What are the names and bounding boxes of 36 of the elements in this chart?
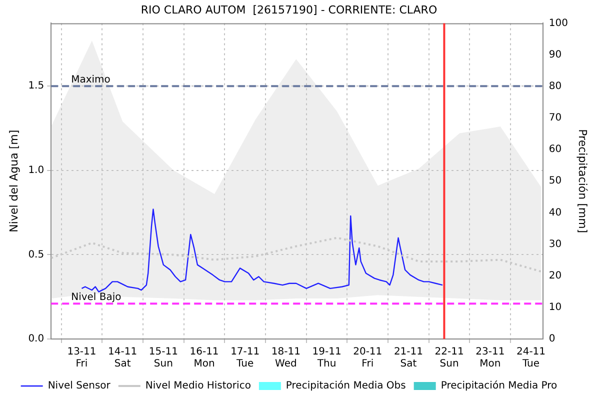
ref-line-label: Maximo (71, 74, 110, 86)
legend-label: Precipitación Media Pro (440, 380, 558, 392)
x-tick-label: 13-11 Fri (67, 346, 96, 370)
legend-label: Nivel Sensor (48, 380, 112, 392)
y2-tick-label: 30 (548, 238, 562, 250)
x-tick-label: 17-11 Tue (230, 346, 260, 370)
legend-label: Nivel Medio Historico (145, 380, 251, 392)
x-tick-label: 14-11 Sat (108, 346, 138, 370)
x-tick-label: 21-11 Sat (394, 346, 424, 370)
x-tick-label: 20-11 Fri (353, 346, 382, 370)
y2-tick-label: 0 (548, 334, 556, 345)
ref-line-label: Nivel Bajo (71, 292, 122, 304)
x-tick-label: 19-11 Thu (312, 346, 342, 370)
x-tick-label: 15-11 Sun (148, 346, 178, 370)
x-tick-label: 18-11 Wed (271, 346, 300, 370)
x-tick-label: 22-11 Sun (434, 346, 464, 370)
y-axis-title: Nivel del Agua [m] (7, 130, 20, 232)
y2-tick-label: 90 (548, 49, 562, 60)
y2-tick-label: 80 (548, 80, 562, 92)
y-tick-label: 1.5 (28, 80, 44, 92)
y-tick-label: 0.0 (28, 334, 44, 345)
y2-tick-label: 70 (548, 112, 562, 124)
chart-title: RIO CLARO AUTOM [26157190] - CORRIENTE: CLARO (140, 3, 438, 16)
y2-tick-label: 10 (548, 302, 562, 314)
x-tick-label: 23-11 Mon (476, 346, 505, 370)
y2-tick-label: 20 (548, 270, 562, 282)
y2-tick-label: 100 (548, 18, 568, 29)
y-tick-label: 0.5 (28, 249, 44, 260)
y2-tick-label: 60 (548, 144, 562, 156)
x-tick-label: 16-11 Mon (190, 346, 219, 370)
x-tick-label: 24-11 Tue (516, 346, 546, 370)
y-tick-label: 1.0 (28, 164, 44, 176)
y2-tick-label: 50 (548, 176, 562, 187)
y2-tick-label: 40 (548, 207, 562, 218)
y2-axis-title: Precipitación [mm] (576, 129, 590, 234)
legend-label: Precipitación Media Obs (286, 380, 406, 392)
